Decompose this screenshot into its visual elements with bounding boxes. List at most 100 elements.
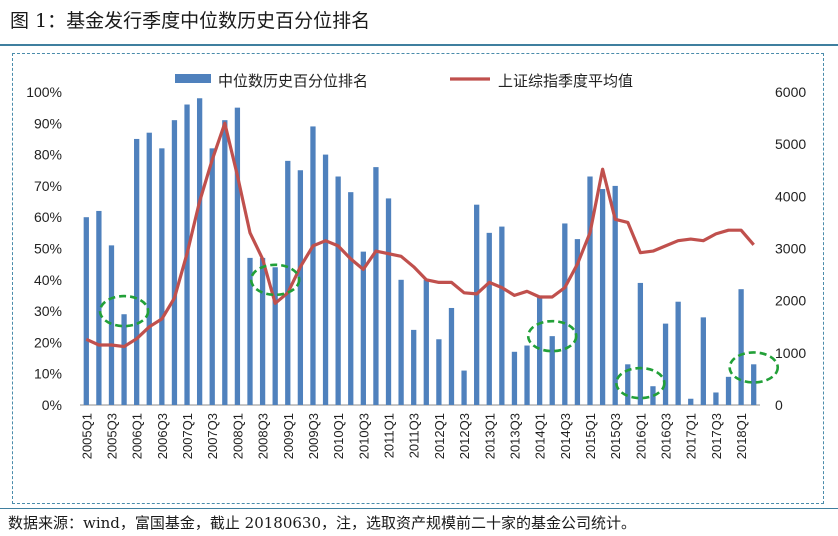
bar	[713, 392, 719, 405]
bar	[322, 154, 329, 405]
bar	[549, 336, 555, 405]
bar	[348, 192, 354, 405]
x-tick-label: 2016Q1	[633, 413, 648, 459]
highlight-marker	[728, 351, 780, 384]
y-right-tick-label: 3000	[775, 241, 806, 257]
bar	[461, 370, 467, 405]
x-tick-label: 2013Q3	[507, 413, 522, 459]
y-right-tick-label: 2000	[775, 293, 806, 309]
bar	[222, 120, 228, 406]
bar	[134, 138, 140, 405]
highlight-marker	[249, 263, 301, 297]
x-tick-label: 2012Q3	[457, 413, 472, 459]
bar	[272, 267, 278, 405]
source-note: 数据来源：wind，富国基金，截止 20180630，注，选取资产规模前二十家的…	[8, 514, 637, 532]
bar	[738, 289, 744, 405]
y-right-tick-label: 1000	[775, 345, 806, 361]
x-tick-label: 2008Q1	[230, 413, 245, 459]
x-tick-label: 2015Q1	[583, 413, 598, 459]
y-left-tick-label: 80%	[34, 147, 62, 163]
y-right-tick-label: 4000	[775, 188, 806, 204]
y-left-tick-label: 70%	[34, 178, 62, 194]
y-left-tick-label: 10%	[34, 366, 62, 382]
y-left-tick-label: 90%	[34, 115, 62, 131]
bar	[196, 98, 203, 405]
bar	[486, 232, 492, 405]
x-tick-label: 2017Q3	[709, 413, 724, 459]
bar	[259, 257, 266, 405]
x-tick-label: 2006Q3	[155, 413, 170, 459]
bar	[121, 314, 127, 405]
x-tick-label: 2015Q3	[608, 413, 623, 459]
bar	[499, 226, 505, 405]
chart-frame	[12, 53, 824, 504]
figure-title: 图 1：基金发行季度中位数历史百分位排名	[10, 10, 371, 32]
bar	[297, 170, 304, 405]
bar	[587, 176, 593, 405]
index-line	[85, 121, 755, 349]
y-left-tick-label: 60%	[34, 209, 62, 225]
bar	[360, 251, 366, 405]
x-tick-label: 2007Q1	[180, 413, 195, 459]
x-tick-label: 2007Q3	[205, 413, 220, 459]
x-tick-label: 2006Q1	[130, 413, 145, 459]
x-tick-label: 2010Q3	[356, 413, 371, 459]
source-rule	[0, 508, 838, 509]
y-left-tick-label: 30%	[34, 303, 62, 319]
y-left-tick-label: 40%	[34, 272, 62, 288]
highlight-marker	[526, 319, 578, 353]
y-right-tick-label: 0	[775, 397, 783, 413]
title-rule	[0, 44, 838, 46]
x-tick-label: 2018Q1	[734, 413, 749, 459]
bar	[688, 398, 694, 405]
bar	[411, 329, 417, 405]
x-tick-label: 2017Q1	[684, 413, 699, 459]
highlight-marker	[615, 366, 666, 400]
bar	[725, 376, 732, 405]
x-tick-label: 2014Q1	[533, 413, 548, 459]
x-tick-label: 2005Q1	[79, 413, 94, 459]
x-tick-label: 2013Q1	[482, 413, 497, 459]
bar	[536, 295, 543, 405]
bar	[675, 301, 681, 405]
legend-bar-label: 中位数历史百分位排名	[218, 72, 368, 90]
bar	[83, 217, 89, 405]
legend-bar-swatch	[175, 74, 211, 83]
y-left-tick-label: 20%	[34, 334, 62, 350]
x-tick-label: 2016Q3	[659, 413, 674, 459]
bar	[599, 189, 606, 405]
bar	[310, 126, 316, 406]
bar	[247, 257, 253, 405]
bar	[96, 210, 102, 405]
legend-line-label: 上证综指季度平均值	[498, 72, 633, 90]
x-tick-label: 2014Q3	[558, 413, 573, 459]
bar	[751, 364, 757, 405]
bar	[385, 198, 392, 405]
bar	[562, 223, 568, 405]
bar	[209, 148, 215, 405]
bar	[448, 307, 455, 405]
bar	[285, 160, 291, 405]
x-tick-label: 2010Q1	[331, 413, 346, 459]
bar	[474, 204, 480, 405]
x-tick-label: 2012Q1	[432, 413, 447, 459]
bar	[612, 185, 618, 405]
bar	[700, 317, 706, 405]
bar	[146, 132, 152, 405]
bar	[625, 364, 631, 405]
y-left-tick-label: 100%	[26, 84, 62, 100]
bar	[650, 386, 656, 405]
bar	[373, 167, 379, 405]
highlight-marker	[98, 294, 150, 328]
bar	[524, 345, 530, 405]
bar	[423, 279, 429, 405]
y-left-tick-label: 0%	[42, 397, 62, 413]
y-right-tick-label: 6000	[775, 84, 806, 100]
bar	[637, 282, 644, 405]
bar	[159, 148, 165, 405]
bar	[398, 279, 404, 405]
x-tick-label: 2008Q3	[256, 413, 271, 459]
bar	[511, 351, 518, 405]
bar	[436, 339, 442, 405]
